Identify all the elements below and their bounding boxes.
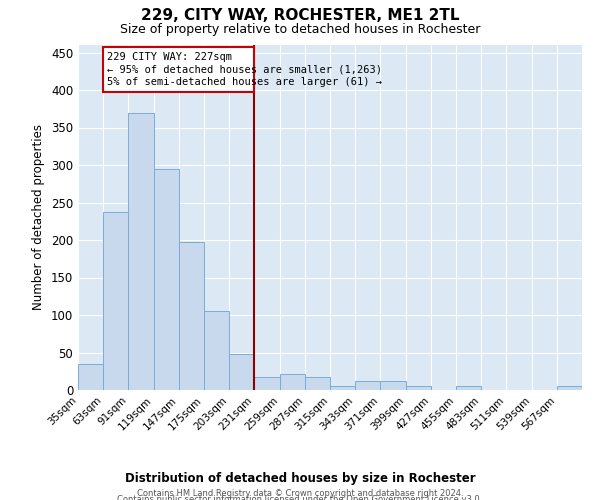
Bar [128,112,154,390]
Bar [456,386,481,390]
Bar [280,374,305,390]
Bar [330,386,355,390]
Text: Contains public sector information licensed under the Open Government Licence v3: Contains public sector information licen… [118,495,482,500]
Text: ← 95% of detached houses are smaller (1,263): ← 95% of detached houses are smaller (1,… [107,64,382,74]
Text: 5% of semi-detached houses are larger (61) →: 5% of semi-detached houses are larger (6… [107,77,382,87]
Text: Distribution of detached houses by size in Rochester: Distribution of detached houses by size … [125,472,475,485]
Bar [355,381,380,390]
Text: 229, CITY WAY, ROCHESTER, ME1 2TL: 229, CITY WAY, ROCHESTER, ME1 2TL [141,8,459,22]
Bar [229,354,254,390]
Bar [179,242,204,390]
Bar [204,310,229,390]
Bar [380,381,406,390]
Bar [406,386,431,390]
Bar [557,386,582,390]
Text: Contains HM Land Registry data © Crown copyright and database right 2024.: Contains HM Land Registry data © Crown c… [137,489,463,498]
Bar [103,48,254,92]
Text: Size of property relative to detached houses in Rochester: Size of property relative to detached ho… [120,22,480,36]
Bar [154,169,179,390]
Bar [78,364,103,390]
Y-axis label: Number of detached properties: Number of detached properties [32,124,46,310]
Bar [103,212,128,390]
Bar [305,376,330,390]
Text: 229 CITY WAY: 227sqm: 229 CITY WAY: 227sqm [107,52,232,62]
Bar [254,376,280,390]
